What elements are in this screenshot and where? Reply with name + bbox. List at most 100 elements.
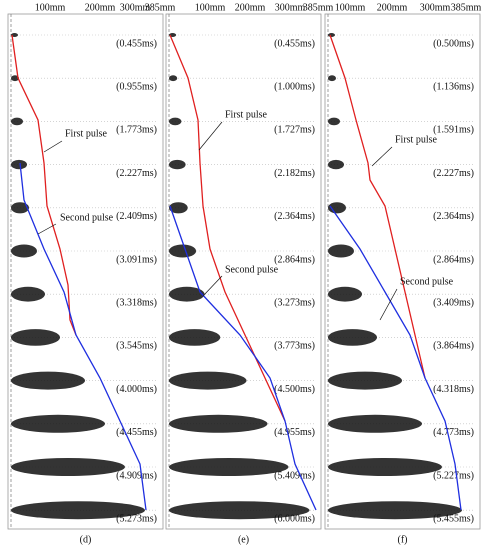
axis-label: 200mm xyxy=(377,2,408,13)
time-label: (6.000ms) xyxy=(274,513,315,524)
time-label: (0.455ms) xyxy=(274,38,315,49)
spray xyxy=(169,458,289,476)
axis-label: 300mm xyxy=(275,2,306,13)
panel-frame xyxy=(7,13,164,530)
annotation-leader xyxy=(43,140,63,153)
first-pulse-curve xyxy=(11,34,77,336)
second-pulse-curve xyxy=(329,205,462,511)
time-label: (4.909ms) xyxy=(116,470,157,481)
spray xyxy=(169,202,188,214)
spray xyxy=(11,371,85,390)
axis-label: 100mm xyxy=(195,2,226,13)
time-label: (5.273ms) xyxy=(116,513,157,524)
spray xyxy=(11,202,29,214)
spray xyxy=(169,286,205,302)
axis-label: 385mm xyxy=(145,2,176,13)
time-label: (2.864ms) xyxy=(433,254,474,265)
annotation-leader xyxy=(198,121,223,151)
time-label: (0.500ms) xyxy=(433,38,474,49)
annotation-leader xyxy=(371,146,393,167)
time-label: (0.455ms) xyxy=(116,38,157,49)
panel-frame xyxy=(324,13,481,530)
time-label: (4.500ms) xyxy=(274,384,315,395)
spray xyxy=(169,501,310,520)
panel-label: (e) xyxy=(238,534,249,545)
spray xyxy=(328,329,377,346)
second-pulse-curve xyxy=(169,205,317,511)
time-label: (1.773ms) xyxy=(116,125,157,136)
time-label: (5.455ms) xyxy=(433,513,474,524)
spray xyxy=(328,244,354,258)
first-pulse-curve xyxy=(169,34,286,422)
spray xyxy=(328,75,336,82)
first-pulse-curve xyxy=(329,34,426,379)
time-label: (1.136ms) xyxy=(433,81,474,92)
annotation: First pulse xyxy=(65,128,108,139)
time-label: (3.545ms) xyxy=(116,341,157,352)
spray xyxy=(169,159,186,170)
time-label: (3.273ms) xyxy=(274,297,315,308)
spray xyxy=(11,117,23,126)
panel-label: (d) xyxy=(80,534,92,545)
spray xyxy=(328,458,442,476)
annotation: Second pulse xyxy=(225,264,279,275)
spray xyxy=(328,501,462,520)
spray xyxy=(169,414,268,433)
axis-label: 100mm xyxy=(335,2,366,13)
time-label: (3.318ms) xyxy=(116,297,157,308)
time-label: (2.182ms) xyxy=(274,168,315,179)
time-label: (2.227ms) xyxy=(116,168,157,179)
spray xyxy=(169,329,221,346)
second-pulse-curve xyxy=(19,162,147,511)
annotation: First pulse xyxy=(395,134,438,145)
time-label: (3.091ms) xyxy=(116,254,157,265)
annotation: Second pulse xyxy=(400,276,454,287)
time-label: (2.864ms) xyxy=(274,254,315,265)
spray xyxy=(169,371,247,390)
time-label: (1.727ms) xyxy=(274,125,315,136)
time-label: (0.955ms) xyxy=(116,81,157,92)
time-label: (2.227ms) xyxy=(433,168,474,179)
spray xyxy=(328,286,362,302)
time-label: (2.364ms) xyxy=(433,211,474,222)
time-label: (5.409ms) xyxy=(274,470,315,481)
time-label: (3.409ms) xyxy=(433,297,474,308)
time-label: (1.000ms) xyxy=(274,81,315,92)
axis-label: 300mm xyxy=(420,2,451,13)
spray xyxy=(11,458,125,476)
spray xyxy=(11,75,19,82)
spray xyxy=(11,501,145,520)
axis-label: 385mm xyxy=(451,2,482,13)
time-label: (4.318ms) xyxy=(433,384,474,395)
spray xyxy=(328,117,340,126)
annotation: First pulse xyxy=(225,109,268,120)
spray xyxy=(328,33,335,37)
time-label: (2.364ms) xyxy=(274,211,315,222)
axis-label: 200mm xyxy=(235,2,266,13)
time-label: (4.455ms) xyxy=(116,427,157,438)
spray xyxy=(169,244,197,258)
spray xyxy=(11,286,45,302)
time-label: (2.409ms) xyxy=(116,211,157,222)
annotation-leader xyxy=(202,275,223,297)
axis-label: 100mm xyxy=(35,2,66,13)
time-label: (4.773ms) xyxy=(433,427,474,438)
spray xyxy=(11,329,60,346)
annotation: Second pulse xyxy=(60,212,114,223)
time-label: (1.591ms) xyxy=(433,125,474,136)
axis-label: 200mm xyxy=(85,2,116,13)
spray xyxy=(11,244,37,258)
spray xyxy=(169,117,182,126)
time-label: (3.773ms) xyxy=(274,341,315,352)
panel-frame xyxy=(165,13,322,530)
annotation-leader xyxy=(37,223,57,235)
axis-label: 385mm xyxy=(303,2,334,13)
spray xyxy=(169,75,178,82)
time-label: (4.000ms) xyxy=(116,384,157,395)
panel-label: (f) xyxy=(398,534,408,545)
time-label: (3.864ms) xyxy=(433,341,474,352)
spray xyxy=(328,371,402,390)
time-label: (5.227ms) xyxy=(433,470,474,481)
spray xyxy=(11,159,27,170)
